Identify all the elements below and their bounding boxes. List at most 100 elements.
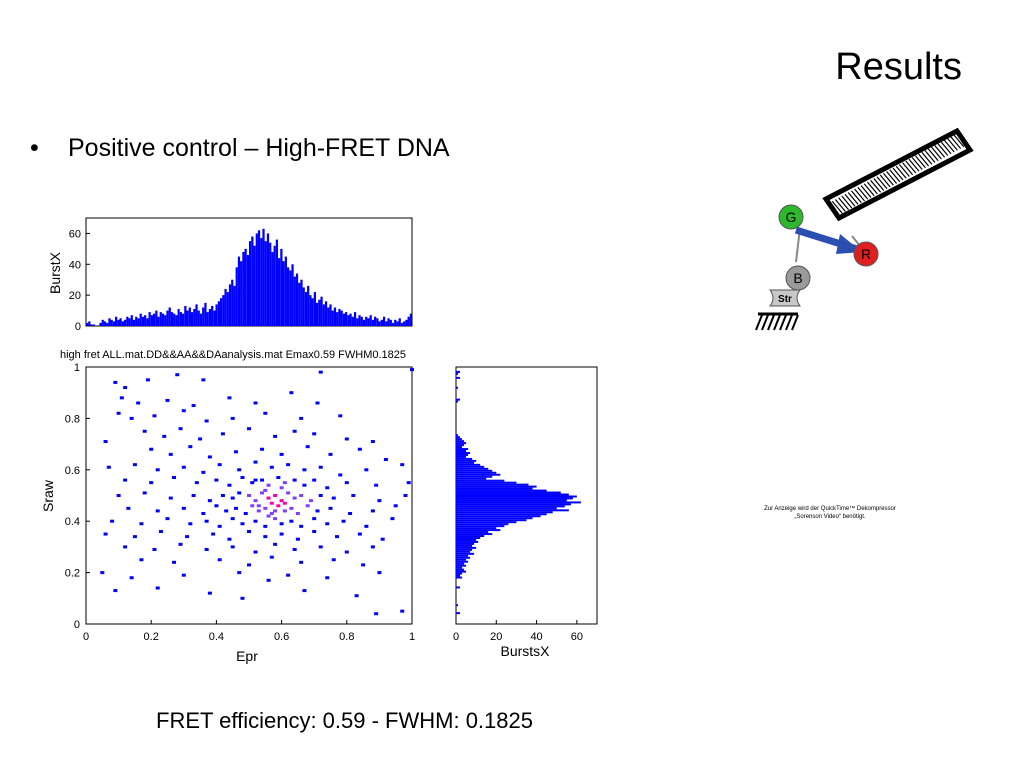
right-hist-bar bbox=[456, 558, 467, 561]
top-hist-bar bbox=[246, 255, 249, 326]
top-hist-bar bbox=[121, 321, 124, 326]
scatter-point bbox=[374, 612, 379, 616]
scatter-point bbox=[282, 481, 287, 485]
top-hist-bar bbox=[222, 295, 225, 326]
scatter-point bbox=[243, 511, 248, 515]
scatter-point bbox=[331, 496, 336, 500]
scatter-point bbox=[282, 501, 287, 505]
top-hist-bar bbox=[130, 315, 133, 326]
scatter-point bbox=[325, 522, 330, 526]
scatter-point bbox=[230, 496, 235, 500]
top-hist-bar bbox=[231, 279, 234, 326]
top-hist-bar bbox=[184, 305, 187, 326]
right-hist-bar bbox=[456, 535, 485, 538]
scatter-point bbox=[263, 506, 268, 510]
top-hist-bar bbox=[86, 322, 89, 326]
scatter-point bbox=[273, 542, 278, 546]
scatter-point bbox=[348, 511, 353, 515]
right-hist-bar bbox=[456, 446, 463, 449]
dna-rung bbox=[946, 137, 958, 151]
top-hist-bar bbox=[389, 319, 392, 326]
scatter-point bbox=[129, 416, 134, 420]
scatter-point bbox=[269, 501, 274, 505]
right-hist-bar bbox=[456, 398, 461, 401]
top-hist-bar bbox=[242, 251, 245, 326]
right-hist-bar bbox=[456, 436, 461, 439]
right-hist-bar bbox=[456, 576, 463, 579]
top-hist-bar bbox=[353, 312, 357, 326]
scatter-point bbox=[315, 401, 320, 405]
scatter-point bbox=[168, 452, 173, 456]
dna-rung bbox=[943, 139, 955, 153]
scatter-point bbox=[269, 511, 274, 515]
top-hist-bar bbox=[152, 313, 156, 326]
scatter-point bbox=[292, 478, 297, 482]
right-hist-bar bbox=[456, 471, 497, 474]
top-hist-bar bbox=[315, 302, 319, 326]
scatter-point bbox=[318, 545, 323, 549]
top-hist-bar bbox=[182, 313, 185, 326]
top-hist-bar bbox=[398, 318, 401, 326]
top-hist-bar bbox=[132, 319, 136, 326]
scatter-point bbox=[295, 537, 300, 541]
scatter-point bbox=[357, 532, 362, 536]
right-hist-bar bbox=[456, 540, 479, 543]
dna-rung bbox=[918, 153, 930, 167]
top-hist-bar bbox=[244, 248, 247, 326]
right-hist-bar bbox=[456, 370, 461, 373]
top-hist-bar bbox=[304, 292, 308, 326]
right-hist-bar bbox=[456, 459, 477, 462]
scatter-point bbox=[230, 517, 235, 521]
scatter-point bbox=[211, 532, 216, 536]
scatter-xtick-label: 0 bbox=[83, 631, 89, 643]
top-hist-bar bbox=[92, 324, 95, 326]
scatter-point bbox=[393, 504, 398, 508]
scatter-point bbox=[335, 535, 340, 539]
scatter-point bbox=[299, 416, 304, 420]
top-hist-bar bbox=[108, 318, 111, 326]
top-hist-bar bbox=[126, 316, 129, 326]
scatter-point bbox=[374, 483, 379, 487]
scatter-point bbox=[100, 571, 105, 575]
scatter-point bbox=[292, 547, 297, 551]
top-hist-bar bbox=[293, 276, 296, 326]
scatter-point bbox=[357, 447, 362, 451]
scatter-point bbox=[217, 558, 222, 562]
surface-hatch bbox=[755, 314, 799, 331]
scatter-point bbox=[312, 517, 317, 521]
scatter-point bbox=[139, 522, 144, 526]
right-hist-xtick-label: 20 bbox=[490, 631, 502, 643]
top-hist-bar bbox=[394, 319, 397, 326]
dna-rung bbox=[873, 178, 885, 191]
scatter-point bbox=[273, 494, 278, 497]
top-hist-bar bbox=[219, 298, 223, 326]
top-hist-bar bbox=[311, 298, 314, 326]
top-hist-bar bbox=[253, 245, 256, 326]
scatter-point bbox=[240, 522, 245, 526]
top-hist-ytick-label: 0 bbox=[75, 321, 81, 333]
scatter-point bbox=[341, 519, 346, 523]
top-hist-bar bbox=[139, 313, 142, 326]
scatter-point bbox=[247, 563, 251, 567]
right-hist-bar bbox=[456, 503, 571, 506]
scatter-point bbox=[155, 509, 160, 513]
top-hist-bar bbox=[123, 319, 127, 326]
right-hist-bar bbox=[456, 481, 517, 484]
scatter-point bbox=[230, 545, 235, 549]
top-hist-bar bbox=[135, 316, 138, 326]
right-hist-bar bbox=[456, 513, 547, 516]
top-hist-bar bbox=[164, 315, 167, 326]
dna-rung bbox=[950, 136, 962, 149]
acceptor-r-label: R bbox=[861, 246, 871, 262]
scatter-point bbox=[123, 478, 128, 482]
top-hist-bar bbox=[391, 322, 395, 326]
scatter-point bbox=[191, 494, 196, 497]
scatter-point bbox=[312, 478, 317, 482]
top-hist-bar bbox=[324, 301, 328, 326]
top-hist-bar bbox=[360, 316, 363, 326]
scatter-point bbox=[269, 465, 274, 469]
right-hist-bar bbox=[456, 548, 473, 551]
donor-g-label: G bbox=[786, 209, 797, 225]
donor-g-circle bbox=[778, 204, 804, 230]
scatter-point bbox=[338, 414, 343, 418]
